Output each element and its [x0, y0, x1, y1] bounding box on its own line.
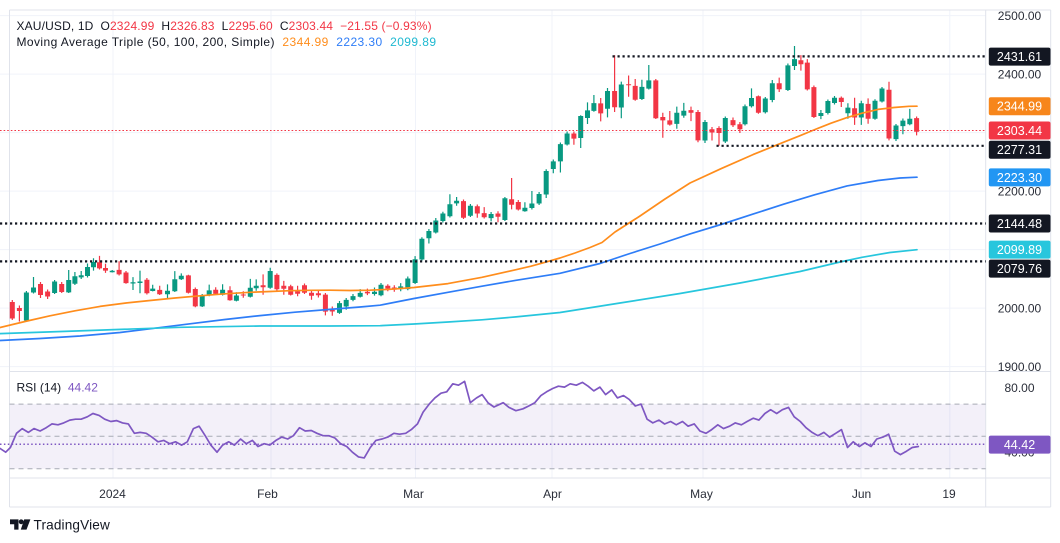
svg-text:TradingView: TradingView — [34, 517, 110, 532]
svg-text:44.42: 44.42 — [1004, 438, 1035, 452]
svg-text:2223.30: 2223.30 — [997, 171, 1042, 185]
svg-text:2144.48: 2144.48 — [997, 217, 1042, 231]
svg-text:RSI (14) 44.42: RSI (14) 44.42 — [17, 381, 99, 395]
svg-text:2079.76: 2079.76 — [997, 262, 1042, 276]
svg-text:2303.44: 2303.44 — [997, 124, 1042, 138]
svg-text:Jun: Jun — [852, 487, 871, 501]
svg-text:2431.61: 2431.61 — [997, 50, 1042, 64]
svg-text:80.00: 80.00 — [1004, 381, 1034, 395]
svg-text:2344.99: 2344.99 — [997, 100, 1042, 114]
svg-text:XAU/USD, 1D O2324.99 H2326.8: XAU/USD, 1D O2324.99 H2326.83 L2295.60 C… — [17, 19, 432, 33]
svg-text:Feb: Feb — [257, 487, 278, 501]
svg-text:May: May — [690, 487, 713, 501]
svg-text:2000.00: 2000.00 — [998, 301, 1042, 315]
svg-text:2200.00: 2200.00 — [998, 184, 1042, 198]
svg-text:1900.00: 1900.00 — [998, 360, 1042, 374]
svg-text:2500.00: 2500.00 — [998, 9, 1042, 23]
svg-text:2277.31: 2277.31 — [997, 143, 1042, 157]
svg-text:Moving Average Triple (50, 100: Moving Average Triple (50, 100, 200, Sim… — [17, 35, 437, 49]
svg-text:2099.89: 2099.89 — [997, 243, 1042, 257]
svg-text:19: 19 — [942, 487, 956, 501]
svg-text:2024: 2024 — [99, 487, 126, 501]
svg-text:Apr: Apr — [543, 487, 562, 501]
svg-text:2400.00: 2400.00 — [998, 67, 1042, 81]
svg-text:Mar: Mar — [403, 487, 424, 501]
